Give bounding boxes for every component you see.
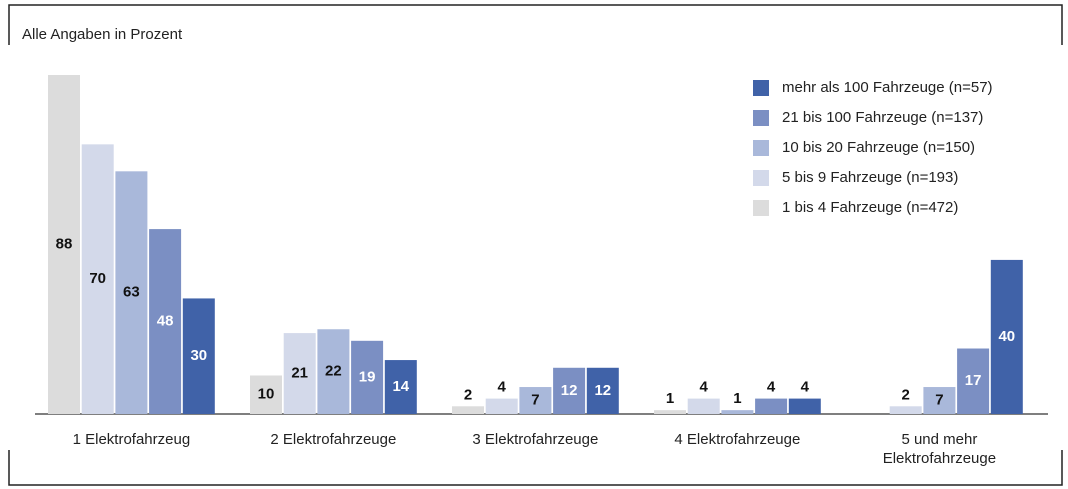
value-label: 2 [902, 386, 910, 403]
bar [990, 259, 1023, 414]
bar [654, 410, 686, 414]
bar [553, 367, 586, 414]
subtitle: Alle Angaben in Prozent [22, 26, 183, 43]
legend-label: 1 bis 4 Fahrzeuge (n=472) [782, 199, 958, 216]
frame-bottom [8, 450, 1063, 486]
value-label: 1 [733, 390, 741, 407]
bar [115, 171, 148, 414]
x-tick-label: 1 Elektrofahrzeug [72, 431, 191, 448]
value-label: 7 [935, 391, 943, 408]
legend-label: 10 bis 20 Fahrzeuge (n=150) [782, 139, 975, 156]
value-label: 10 [258, 386, 275, 403]
value-label: 14 [392, 378, 409, 395]
bar [317, 329, 350, 414]
value-label: 63 [123, 284, 140, 301]
value-label: 17 [965, 372, 982, 389]
bar [250, 375, 282, 414]
bar [721, 410, 754, 414]
bar [81, 144, 114, 414]
value-label: 21 [291, 365, 308, 382]
bar [283, 333, 316, 414]
bar [48, 75, 80, 414]
value-label: 30 [190, 347, 207, 364]
value-label: 12 [594, 382, 611, 399]
bar [182, 298, 215, 414]
bar [586, 367, 619, 414]
bar [351, 340, 384, 414]
legend-label: 5 bis 9 Fahrzeuge (n=193) [782, 169, 958, 186]
legend-swatch [753, 200, 769, 216]
value-label: 4 [498, 379, 507, 396]
value-label: 4 [767, 379, 776, 396]
bar [755, 398, 788, 414]
bar [384, 360, 417, 414]
value-label: 4 [700, 379, 709, 396]
legend-label: mehr als 100 Fahrzeuge (n=57) [782, 79, 993, 96]
bar [957, 348, 990, 414]
value-label: 48 [157, 313, 174, 330]
legend-swatch [753, 170, 769, 186]
legend-swatch [753, 110, 769, 126]
value-label: 70 [89, 270, 106, 287]
value-label: 88 [56, 235, 73, 252]
bar [687, 398, 720, 414]
value-label: 40 [998, 328, 1015, 345]
bar [149, 229, 182, 414]
value-label: 1 [666, 390, 674, 407]
value-label: 2 [464, 386, 472, 403]
value-label: 7 [531, 391, 539, 408]
bar [485, 398, 518, 414]
bar [788, 398, 821, 414]
bar [889, 406, 922, 414]
legend-label: 21 bis 100 Fahrzeuge (n=137) [782, 109, 983, 126]
value-label: 4 [801, 379, 810, 396]
x-tick-label: 5 und mehr Elektrofahrzeuge [882, 431, 997, 467]
value-label: 22 [325, 363, 342, 380]
value-label: 12 [561, 382, 578, 399]
bar [519, 387, 552, 414]
legend-swatch [753, 140, 769, 156]
bar [923, 387, 956, 414]
legend-swatch [753, 80, 769, 96]
x-tick-label: 3 Elektrofahrzeuge [472, 431, 599, 448]
value-label: 19 [359, 368, 376, 385]
frame-top [8, 4, 1063, 45]
bar [452, 406, 484, 414]
x-tick-label: 2 Elektrofahrzeuge [270, 431, 397, 448]
x-tick-label: 4 Elektrofahrzeuge [674, 431, 801, 448]
